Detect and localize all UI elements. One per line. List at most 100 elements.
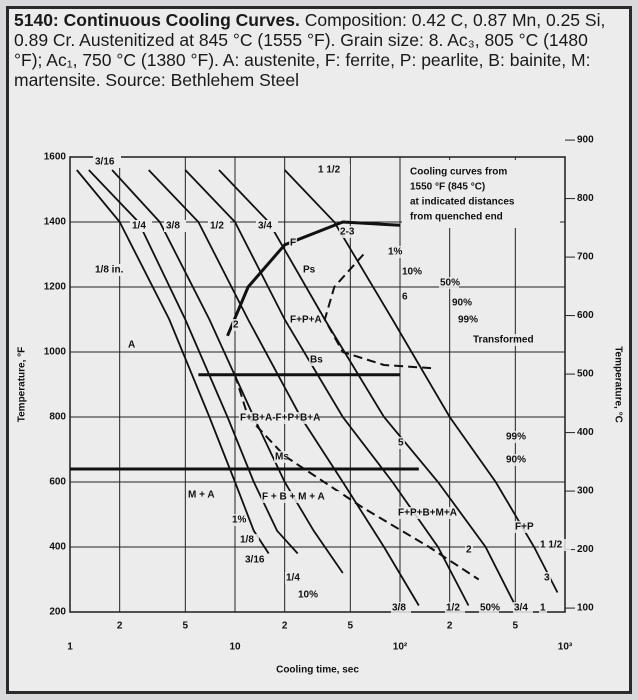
annotation: 1/8 bbox=[240, 535, 254, 546]
annotation-bg bbox=[302, 264, 316, 276]
annotation: M + A bbox=[188, 490, 215, 501]
x-tick-label: 2 bbox=[282, 621, 288, 632]
y2-tick-label: 500 bbox=[577, 369, 594, 380]
y-tick-label: 1200 bbox=[44, 282, 67, 293]
annotation-bg bbox=[339, 226, 359, 238]
y2-tick-label: 400 bbox=[577, 427, 594, 438]
y-axis-label: Temperature, °F bbox=[17, 347, 28, 423]
annotation-bg bbox=[439, 277, 459, 289]
annotation-bg bbox=[187, 489, 219, 501]
annotation: 90% bbox=[506, 455, 526, 466]
annotation-bg bbox=[289, 237, 297, 249]
annotation: 1% bbox=[388, 247, 403, 258]
annotation: 3/8 bbox=[392, 603, 406, 614]
y-tick-label: 1000 bbox=[44, 347, 67, 358]
annotation-bg bbox=[457, 314, 477, 326]
phase-boundary bbox=[323, 253, 434, 370]
annotation: Ps bbox=[303, 265, 316, 276]
caption-text: Composition: 0.42 C, 0.87 Mn, 0.25 Si, 0… bbox=[14, 10, 606, 90]
annotation: 99% bbox=[458, 315, 478, 326]
x-tick-label: 1 bbox=[67, 642, 73, 653]
annotation: 3 bbox=[544, 573, 550, 584]
series-label-bg bbox=[256, 220, 278, 232]
annotation: F+P+A bbox=[290, 315, 322, 326]
x-tick-label: 10 bbox=[229, 642, 241, 653]
annotation: 1 bbox=[540, 603, 546, 614]
annotation: 2 bbox=[233, 320, 239, 331]
annotation-bg bbox=[401, 266, 421, 278]
y2-tick-label: 100 bbox=[577, 603, 594, 614]
annotation: 50% bbox=[480, 603, 500, 614]
annotation-bg bbox=[465, 544, 473, 556]
annotation: 1 1/2 bbox=[540, 540, 563, 551]
series-label: 1 1/2 bbox=[318, 165, 341, 176]
annotation-bg bbox=[505, 454, 525, 466]
series-label-bg bbox=[164, 220, 186, 232]
annotation: F+B+A-F+P+B+A bbox=[240, 413, 320, 424]
annotation: 50% bbox=[440, 278, 460, 289]
x-tick-label: 5 bbox=[513, 621, 519, 632]
x-tick-label: 10³ bbox=[558, 642, 573, 653]
series-label-bg bbox=[316, 164, 350, 176]
y2-tick-label: 800 bbox=[577, 193, 594, 204]
series-label: 3/4 bbox=[258, 221, 272, 232]
series-label-bg bbox=[93, 264, 139, 276]
cooling-curve bbox=[76, 169, 270, 554]
annotation-bg bbox=[543, 572, 551, 584]
annotation: Bs bbox=[310, 355, 323, 366]
annotation-bg bbox=[479, 602, 499, 614]
annotation: 99% bbox=[506, 432, 526, 443]
cooling-curve bbox=[184, 169, 470, 606]
annotation-bg bbox=[513, 602, 533, 614]
annotation-bg bbox=[391, 602, 411, 614]
annotation-bg bbox=[239, 534, 259, 546]
annotation: 2-3 bbox=[340, 227, 355, 238]
cooling-curve bbox=[284, 169, 559, 593]
y2-tick-label: 600 bbox=[577, 310, 594, 321]
annotation-bg bbox=[232, 319, 240, 331]
phase-boundary bbox=[234, 374, 480, 581]
annotation-bg bbox=[231, 514, 245, 526]
annotation: F+P+B+M+A bbox=[398, 508, 457, 519]
annotation: 2 bbox=[466, 545, 472, 556]
series-label-bg bbox=[208, 220, 230, 232]
y2-axis-label: Temperature, °C bbox=[612, 346, 623, 423]
annotation: 90% bbox=[452, 298, 472, 309]
annotation: 1% bbox=[232, 515, 247, 526]
annotation-bg bbox=[539, 602, 547, 614]
series-label-bg bbox=[130, 220, 152, 232]
annotation: 5 bbox=[398, 438, 404, 449]
series-label: 1/8 in. bbox=[95, 265, 124, 276]
annotation-bg bbox=[239, 412, 319, 424]
series-label-bg bbox=[93, 156, 121, 168]
annotation-bg bbox=[387, 246, 401, 258]
y-tick-label: 1400 bbox=[44, 217, 67, 228]
note-box bbox=[402, 160, 560, 228]
series-label: 1/4 bbox=[132, 221, 146, 232]
note-text: at indicated distances bbox=[410, 197, 515, 208]
y-tick-label: 400 bbox=[49, 542, 66, 553]
annotation-bg bbox=[285, 572, 305, 584]
annotation-bg bbox=[401, 291, 409, 303]
y2-tick-label: 900 bbox=[577, 135, 594, 146]
x-tick-label: 10² bbox=[393, 642, 408, 653]
note-text: from quenched end bbox=[410, 212, 503, 223]
annotation: F bbox=[290, 238, 296, 249]
x-tick-label: 2 bbox=[117, 621, 123, 632]
series-label: 3/8 bbox=[166, 221, 180, 232]
y-tick-label: 600 bbox=[49, 477, 66, 488]
annotation: 10% bbox=[402, 267, 422, 278]
annotation-bg bbox=[297, 589, 317, 601]
annotation-bg bbox=[127, 339, 135, 351]
phase-boundary bbox=[226, 220, 401, 337]
annotation: 10% bbox=[298, 590, 318, 601]
note-text: Cooling curves from bbox=[410, 167, 507, 178]
annotation: 1/4 bbox=[286, 573, 300, 584]
annotation-bg bbox=[514, 521, 534, 533]
cooling-curve bbox=[218, 169, 517, 606]
annotation-bg bbox=[274, 451, 288, 463]
annotation-bg bbox=[445, 602, 465, 614]
annotation: F + B + M + A bbox=[262, 492, 325, 503]
